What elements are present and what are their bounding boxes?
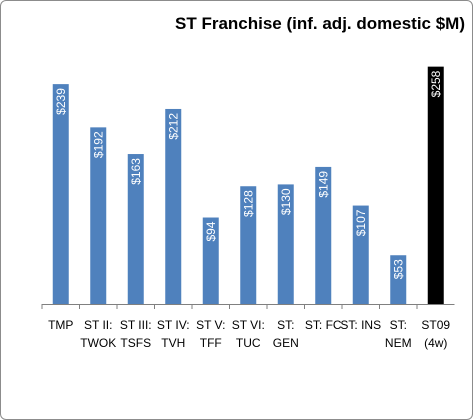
bar xyxy=(90,127,107,304)
data-label: $239 xyxy=(54,88,68,115)
data-label: $192 xyxy=(91,131,105,158)
category-label: ST09 (4w) xyxy=(421,318,450,350)
bar xyxy=(165,108,182,305)
category-label: ST: GEN xyxy=(273,318,299,350)
data-label: $212 xyxy=(166,113,180,140)
category-label: ST III: TSFS xyxy=(120,318,152,350)
bar xyxy=(315,166,332,304)
bar xyxy=(277,184,294,304)
data-label: $149 xyxy=(316,171,330,198)
data-label: $94 xyxy=(204,221,218,241)
data-label: $107 xyxy=(354,209,368,236)
category-label: ST: FC xyxy=(305,318,342,332)
data-label: $128 xyxy=(241,190,255,217)
bar xyxy=(352,205,369,304)
bar xyxy=(202,217,219,304)
category-label: ST IV: TVH xyxy=(157,318,190,350)
bar xyxy=(427,66,444,304)
bar xyxy=(52,84,69,305)
data-label: $163 xyxy=(129,158,143,185)
chart-title: ST Franchise (inf. adj. domestic $M) xyxy=(175,14,465,33)
category-label: TMP xyxy=(48,318,73,332)
data-label: $53 xyxy=(391,259,405,279)
bar xyxy=(240,186,257,304)
category-label: ST: INS xyxy=(340,318,381,332)
category-label: ST V: TFF xyxy=(196,318,225,350)
bar xyxy=(127,154,144,304)
data-label: $258 xyxy=(429,70,443,97)
category-label: ST: NEM xyxy=(385,318,412,350)
category-label: ST VI: TUC xyxy=(232,318,265,350)
bar xyxy=(390,255,407,304)
category-label: ST II: TWOK xyxy=(80,318,116,350)
data-label: $130 xyxy=(279,188,293,215)
